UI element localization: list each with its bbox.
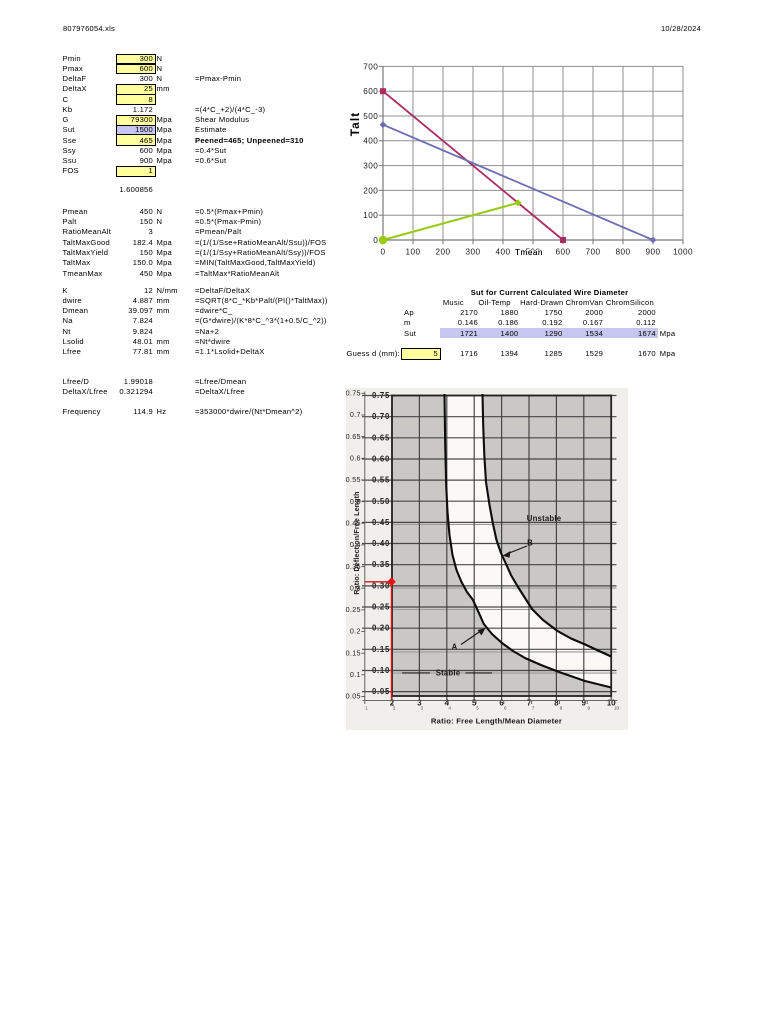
svg-text:Talt: Talt — [348, 112, 362, 137]
svg-text:4: 4 — [448, 706, 451, 711]
svg-text:10: 10 — [607, 699, 616, 708]
svg-text:700: 700 — [363, 62, 378, 71]
svg-text:7: 7 — [527, 699, 531, 708]
svg-text:200: 200 — [363, 186, 378, 195]
svg-text:500: 500 — [525, 248, 540, 257]
svg-text:5: 5 — [476, 706, 479, 711]
svg-text:100: 100 — [405, 248, 420, 257]
svg-text:700: 700 — [585, 248, 600, 257]
svg-text:7: 7 — [532, 706, 535, 711]
svg-text:0.4: 0.4 — [350, 540, 361, 549]
svg-text:400: 400 — [495, 248, 510, 257]
svg-text:0.7: 0.7 — [350, 410, 361, 419]
svg-text:3: 3 — [417, 699, 422, 708]
svg-text:1: 1 — [365, 706, 368, 711]
svg-text:Tmean: Tmean — [515, 248, 543, 257]
svg-text:0: 0 — [380, 248, 385, 257]
svg-text:900: 900 — [645, 248, 660, 257]
svg-text:0.55: 0.55 — [346, 475, 361, 484]
svg-text:5: 5 — [472, 699, 477, 708]
svg-text:200: 200 — [435, 248, 450, 257]
svg-text:0.45: 0.45 — [346, 518, 361, 527]
svg-text:600: 600 — [363, 87, 378, 96]
svg-text:300: 300 — [465, 248, 480, 257]
svg-text:3: 3 — [421, 706, 424, 711]
svg-text:4: 4 — [445, 699, 450, 708]
svg-text:0.3: 0.3 — [350, 583, 361, 592]
svg-text:Unstable: Unstable — [527, 514, 562, 523]
svg-text:Stable: Stable — [436, 669, 461, 678]
svg-text:A: A — [452, 643, 458, 652]
svg-text:600: 600 — [555, 248, 570, 257]
svg-text:1000: 1000 — [673, 248, 693, 257]
svg-text:10: 10 — [614, 706, 619, 711]
svg-text:2: 2 — [393, 706, 396, 711]
svg-text:800: 800 — [615, 248, 630, 257]
svg-text:Ratio: Deflection/Free Length: Ratio: Deflection/Free Length — [353, 491, 361, 594]
svg-text:0.5: 0.5 — [350, 497, 361, 506]
svg-text:9: 9 — [587, 706, 590, 711]
svg-text:8: 8 — [554, 699, 559, 708]
svg-text:100: 100 — [363, 211, 378, 220]
svg-text:400: 400 — [363, 137, 378, 146]
svg-text:6: 6 — [504, 706, 507, 711]
svg-text:500: 500 — [363, 112, 378, 121]
svg-text:9: 9 — [582, 699, 587, 708]
svg-text:B: B — [527, 538, 533, 547]
svg-text:0.2: 0.2 — [350, 627, 361, 636]
svg-text:0.35: 0.35 — [346, 562, 361, 571]
svg-text:6: 6 — [499, 699, 504, 708]
svg-text:0: 0 — [373, 236, 378, 245]
svg-text:Ratio: Free Length/Mean Diamet: Ratio: Free Length/Mean Diameter — [431, 717, 562, 726]
svg-text:Tmean: Tmean — [515, 248, 543, 257]
svg-text:0.05: 0.05 — [346, 692, 361, 701]
svg-text:0.15: 0.15 — [346, 648, 361, 657]
svg-text:0.6: 0.6 — [350, 454, 361, 463]
svg-text:300: 300 — [363, 162, 378, 171]
svg-text:0.1: 0.1 — [350, 670, 361, 679]
svg-text:0.75: 0.75 — [346, 389, 361, 398]
svg-text:0.25: 0.25 — [346, 605, 361, 614]
svg-text:0.65: 0.65 — [346, 432, 361, 441]
svg-text:8: 8 — [560, 706, 563, 711]
